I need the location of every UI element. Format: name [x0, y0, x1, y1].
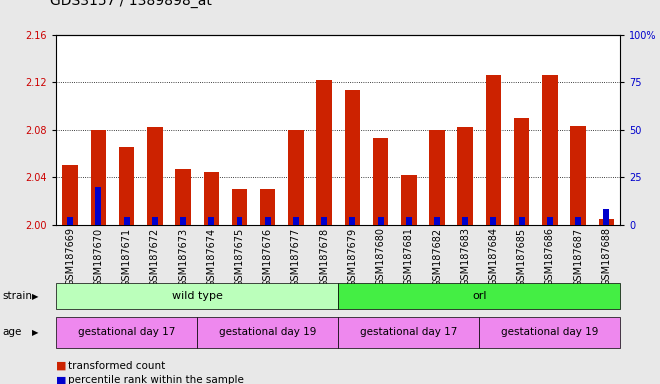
Bar	[67, 217, 73, 225]
Bar	[90, 129, 106, 225]
Text: gestational day 19: gestational day 19	[219, 327, 316, 337]
Bar	[570, 126, 586, 225]
Bar	[378, 217, 383, 225]
Bar	[401, 175, 416, 225]
Text: GDS3157 / 1389898_at: GDS3157 / 1389898_at	[50, 0, 211, 8]
Bar	[321, 217, 327, 225]
Text: wild type: wild type	[172, 291, 222, 301]
Bar	[152, 217, 158, 225]
Bar	[345, 90, 360, 225]
Bar	[96, 187, 102, 225]
Bar	[599, 219, 614, 225]
Bar	[514, 118, 529, 225]
Bar	[180, 217, 186, 225]
Bar	[123, 217, 129, 225]
Text: gestational day 17: gestational day 17	[360, 327, 457, 337]
Text: ■: ■	[56, 361, 67, 371]
Bar	[176, 169, 191, 225]
Bar	[288, 129, 304, 225]
Bar	[434, 217, 440, 225]
Bar	[119, 147, 135, 225]
Text: gestational day 19: gestational day 19	[501, 327, 599, 337]
Bar	[575, 217, 581, 225]
Bar	[232, 189, 248, 225]
Bar	[293, 217, 299, 225]
Bar	[260, 189, 275, 225]
Text: transformed count: transformed count	[68, 361, 165, 371]
Text: ▶: ▶	[32, 291, 38, 301]
Text: gestational day 17: gestational day 17	[78, 327, 176, 337]
Text: orl: orl	[472, 291, 486, 301]
Text: percentile rank within the sample: percentile rank within the sample	[68, 375, 244, 384]
Bar	[209, 217, 214, 225]
Text: age: age	[2, 327, 21, 337]
Bar	[547, 217, 553, 225]
Bar	[203, 172, 219, 225]
Bar	[462, 217, 468, 225]
Bar	[147, 127, 162, 225]
Bar	[349, 217, 355, 225]
Bar	[486, 75, 501, 225]
Bar	[373, 138, 388, 225]
Text: ▶: ▶	[32, 328, 38, 337]
Text: ■: ■	[56, 375, 67, 384]
Bar	[542, 75, 558, 225]
Text: strain: strain	[2, 291, 32, 301]
Bar	[63, 165, 78, 225]
Bar	[406, 217, 412, 225]
Bar	[236, 217, 242, 225]
Bar	[265, 217, 271, 225]
Bar	[603, 209, 609, 225]
Bar	[519, 217, 525, 225]
Bar	[429, 129, 445, 225]
Bar	[457, 127, 473, 225]
Bar	[316, 80, 332, 225]
Bar	[490, 217, 496, 225]
